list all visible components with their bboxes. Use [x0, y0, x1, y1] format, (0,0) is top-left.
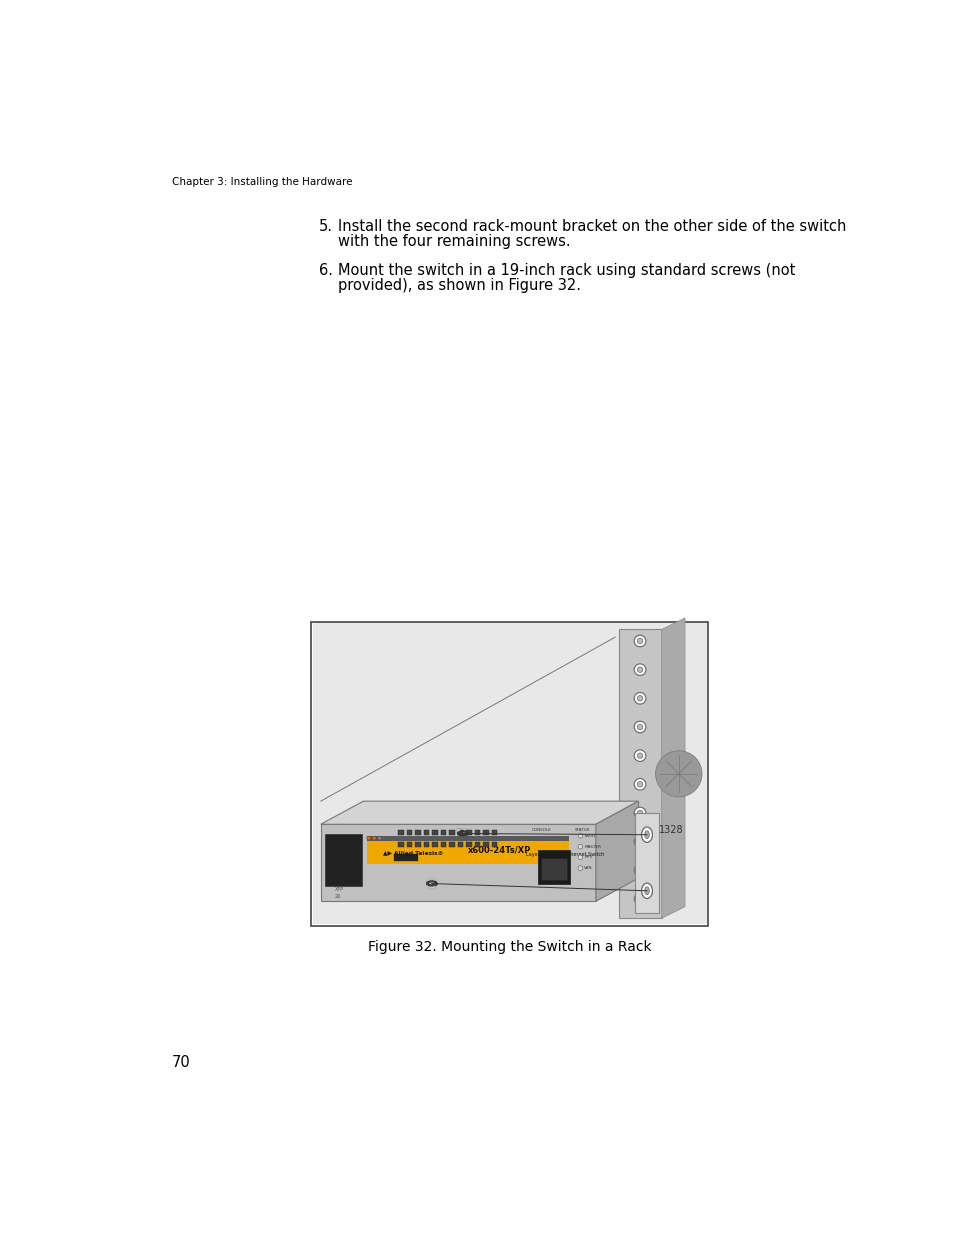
- Text: RPS: RPS: [583, 856, 592, 860]
- Circle shape: [372, 836, 375, 840]
- Text: VAN: VAN: [583, 866, 592, 871]
- Bar: [406, 830, 412, 835]
- Bar: [475, 830, 480, 835]
- Text: Chapter 3: Installing the Hardware: Chapter 3: Installing the Hardware: [172, 178, 352, 188]
- Bar: [406, 842, 412, 847]
- Bar: [423, 830, 429, 835]
- Bar: [423, 842, 429, 847]
- Bar: [313, 624, 706, 924]
- Circle shape: [578, 845, 582, 848]
- Bar: [415, 842, 420, 847]
- Bar: [397, 842, 403, 847]
- Bar: [449, 842, 455, 847]
- Circle shape: [637, 868, 642, 873]
- Ellipse shape: [644, 831, 649, 839]
- Text: x600-24Ts/XP: x600-24Ts/XP: [468, 845, 531, 855]
- Circle shape: [637, 897, 642, 902]
- Bar: [483, 830, 488, 835]
- Text: provided), as shown in Figure 32.: provided), as shown in Figure 32.: [337, 278, 580, 293]
- Text: XFP: XFP: [335, 888, 343, 893]
- Bar: [475, 842, 480, 847]
- Circle shape: [634, 750, 645, 762]
- Circle shape: [637, 638, 642, 643]
- Circle shape: [634, 721, 645, 732]
- Circle shape: [634, 836, 645, 847]
- Text: 5.: 5.: [319, 219, 333, 235]
- Bar: [449, 830, 455, 835]
- Bar: [394, 853, 417, 861]
- Circle shape: [637, 753, 642, 758]
- Circle shape: [367, 836, 371, 840]
- Bar: [415, 830, 420, 835]
- Circle shape: [637, 782, 642, 787]
- Circle shape: [637, 724, 642, 730]
- Text: with the four remaining screws.: with the four remaining screws.: [337, 233, 570, 248]
- Bar: [440, 842, 446, 847]
- Circle shape: [634, 693, 645, 704]
- Circle shape: [578, 855, 582, 860]
- Circle shape: [578, 834, 582, 839]
- Bar: [457, 830, 463, 835]
- Bar: [492, 830, 497, 835]
- Polygon shape: [661, 618, 684, 918]
- Text: 6.: 6.: [319, 263, 333, 278]
- Text: Mount the switch in a 19-inch rack using standard screws (not: Mount the switch in a 19-inch rack using…: [337, 263, 795, 278]
- Text: MASTER: MASTER: [583, 845, 600, 848]
- Text: Layer 3 Gigabit Ethernet Switch: Layer 3 Gigabit Ethernet Switch: [525, 852, 604, 857]
- Bar: [367, 836, 568, 841]
- Circle shape: [637, 695, 642, 701]
- Ellipse shape: [644, 887, 649, 894]
- Text: ▲▶ Allied Telesis®: ▲▶ Allied Telesis®: [382, 850, 443, 856]
- Bar: [634, 813, 659, 913]
- Text: FAULT: FAULT: [583, 834, 596, 837]
- Circle shape: [578, 866, 582, 871]
- Text: Install the second rack-mount bracket on the other side of the switch: Install the second rack-mount bracket on…: [337, 219, 845, 235]
- Bar: [492, 842, 497, 847]
- Bar: [466, 830, 472, 835]
- Circle shape: [637, 839, 642, 845]
- Circle shape: [634, 864, 645, 876]
- Bar: [432, 830, 437, 835]
- Bar: [483, 842, 488, 847]
- Bar: [311, 621, 707, 926]
- Circle shape: [637, 667, 642, 672]
- Circle shape: [634, 664, 645, 676]
- Text: 1328: 1328: [658, 825, 682, 835]
- Bar: [397, 830, 403, 835]
- Bar: [537, 850, 570, 884]
- Bar: [432, 842, 437, 847]
- Ellipse shape: [641, 883, 652, 899]
- Text: STATUS: STATUS: [575, 829, 590, 832]
- Polygon shape: [320, 802, 638, 824]
- Text: 70: 70: [172, 1055, 191, 1070]
- Bar: [466, 842, 472, 847]
- Circle shape: [655, 751, 701, 797]
- Bar: [440, 830, 446, 835]
- Circle shape: [637, 810, 642, 815]
- Text: Figure 32. Mounting the Switch in a Rack: Figure 32. Mounting the Switch in a Rack: [368, 940, 651, 953]
- Circle shape: [377, 836, 381, 840]
- Polygon shape: [596, 802, 638, 902]
- Circle shape: [634, 778, 645, 790]
- Bar: [324, 834, 361, 885]
- Circle shape: [634, 893, 645, 905]
- Bar: [320, 824, 596, 902]
- Ellipse shape: [641, 827, 652, 842]
- Text: 26: 26: [335, 894, 340, 899]
- Circle shape: [634, 808, 645, 819]
- Circle shape: [456, 829, 460, 832]
- Bar: [457, 842, 463, 847]
- Bar: [367, 841, 568, 864]
- Bar: [618, 630, 661, 918]
- Bar: [540, 858, 567, 879]
- Circle shape: [634, 635, 645, 647]
- Text: CONSOLE: CONSOLE: [531, 829, 551, 832]
